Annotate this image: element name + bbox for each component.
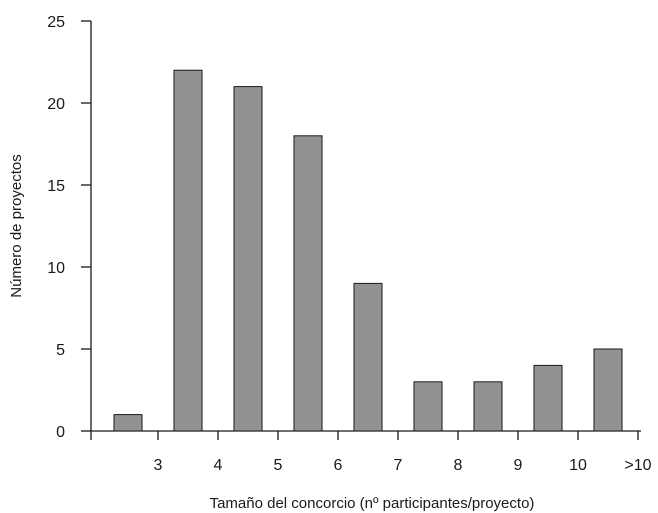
x-tick-label: >10 bbox=[624, 457, 651, 474]
x-axis-title: Tamaño del concorcio (nº participantes/p… bbox=[210, 495, 535, 512]
x-axis bbox=[90, 430, 641, 440]
y-tick-labels: 0 5 10 15 20 25 bbox=[47, 14, 65, 441]
x-tick-labels: 3 4 5 6 7 8 9 10 >10 bbox=[154, 457, 652, 474]
bar bbox=[473, 381, 503, 432]
x-tick-label: 5 bbox=[274, 457, 283, 474]
x-tick-label: 8 bbox=[454, 457, 463, 474]
y-tick-label: 15 bbox=[47, 178, 65, 195]
x-tick-label: 7 bbox=[394, 457, 403, 474]
bar bbox=[533, 364, 563, 432]
x-tick-label: 6 bbox=[334, 457, 343, 474]
y-tick-label: 25 bbox=[47, 14, 65, 31]
x-tick-label: 3 bbox=[154, 457, 163, 474]
y-tick-label: 0 bbox=[56, 424, 65, 441]
y-tick-label: 10 bbox=[47, 260, 65, 277]
y-axis-title: Número de proyectos bbox=[8, 154, 25, 297]
y-tick-label: 20 bbox=[47, 96, 65, 113]
bar bbox=[113, 414, 143, 432]
x-tick-label: 9 bbox=[514, 457, 523, 474]
bars bbox=[113, 69, 623, 432]
y-axis bbox=[81, 20, 92, 432]
bar bbox=[293, 135, 323, 432]
bar bbox=[593, 348, 623, 432]
y-tick-label: 5 bbox=[56, 342, 65, 359]
bar bbox=[353, 282, 383, 432]
bar bbox=[173, 69, 203, 432]
bar bbox=[233, 86, 263, 432]
x-tick-label: 10 bbox=[569, 457, 587, 474]
bar bbox=[413, 381, 443, 432]
x-tick-label: 4 bbox=[214, 457, 223, 474]
